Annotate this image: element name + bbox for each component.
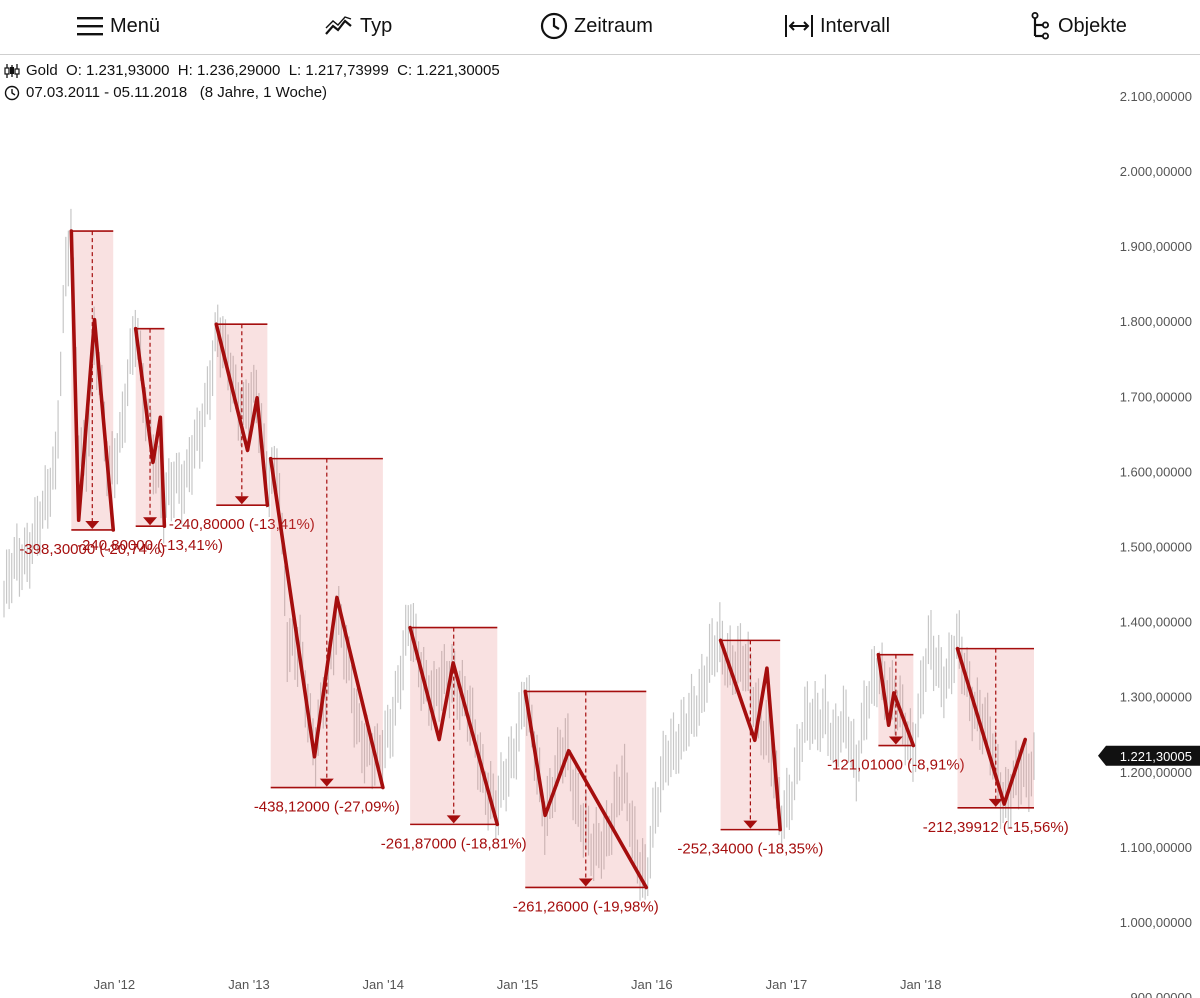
interval-button[interactable]: Intervall [784,0,890,52]
drawdown-annotation: -438,12000 (-27,09%) [254,456,400,816]
drawdown-path [718,638,782,832]
x-tick-label: Jan '18 [900,977,942,992]
drawdown-path [214,322,270,507]
menu-label: Menü [110,14,161,37]
y-tick-label: 1.100,00000 [1120,840,1192,855]
drawdown-label: -438,12000 (-27,09%) [254,799,400,816]
drawdown-annotation: -240,80000 (-13,41%) [169,322,315,533]
drawdown-annotation: -261,26000 (-19,98%) [513,689,659,915]
drawdown-label: -261,87000 (-18,81%) [381,835,527,852]
objects-tree-icon [1031,12,1049,40]
drawdown-label: -240,80000 (-13,41%) [77,537,223,554]
type-label: Typ [360,14,393,37]
x-tick-label: Jan '13 [228,977,270,992]
x-tick-label: Jan '15 [497,977,539,992]
y-tick-label: 900,00000 [1131,990,1192,998]
drawdown-annotation: -240,80000 (-13,41%) [77,326,223,554]
price-chart[interactable]: 2.100,00000 2.000,00000 1.900,00000 1.800,0… [0,55,1200,998]
range-button[interactable]: Zeitraum [540,0,653,52]
drawdown-annotation: -121,01000 (-8,91%) [827,652,965,774]
y-tick-label: 1.900,00000 [1120,239,1192,254]
last-price-background [1098,745,1200,766]
x-tick-label: Jan '12 [94,977,136,992]
drawdown-label: -212,39912 (-15,56%) [923,819,1069,836]
x-tick-label: Jan '17 [766,977,808,992]
drawdown-path [133,326,167,529]
drawdown-arrow [578,878,593,887]
drawdown-path [876,652,916,748]
drawdown-arrow [988,798,1003,807]
y-tick-label: 1.200,00000 [1120,765,1192,780]
drawdown-path [955,646,1027,806]
interval-arrows-icon [785,15,813,37]
drawdown-arrow [85,520,100,529]
y-tick-label: 1.800,00000 [1120,314,1192,329]
y-tick-label: 1.600,00000 [1120,464,1192,479]
objects-button[interactable]: Objekte [1030,0,1127,52]
line-chart-icon [325,16,352,35]
menu-button[interactable]: Menü [76,0,160,52]
drawdown-label: -398,30000 (-20,74%) [19,541,165,558]
y-tick-label: 2.100,00000 [1120,89,1192,104]
drawdown-annotation: -252,34000 (-18,35%) [677,638,823,858]
candlestick-icon [4,63,20,78]
drawdown-arrow [743,820,758,829]
drawdown-label: -252,34000 (-18,35%) [677,841,823,858]
y-tick-label: 1.300,00000 [1120,690,1192,705]
drawdown-path [523,689,649,890]
instrument-name: Gold [26,62,58,79]
drawdown-annotation: -261,87000 (-18,81%) [381,625,527,852]
drawdown-arrow [143,517,158,526]
objects-label: Objekte [1058,14,1127,37]
drawdown-arrow [234,496,249,505]
drawdown-annotation: -212,39912 (-15,56%) [923,646,1069,836]
y-tick-label: 1.400,00000 [1120,615,1192,630]
drawdown-annotation: -398,30000 (-20,74%) [19,229,165,558]
drawdown-arrow [888,736,903,745]
y-tick-label: 1.000,00000 [1120,915,1192,930]
drawdown-path [268,456,385,790]
x-tick-label: Jan '14 [363,977,405,992]
interval-label: Intervall [820,14,891,37]
type-button[interactable]: Typ [324,0,392,52]
drawdown-arrow [319,778,334,787]
instrument-line: Gold O: 1.231,93000 H: 1.236,29000 L: 1.… [4,62,500,79]
y-tick-label: 1.700,00000 [1120,389,1192,404]
y-tick-label: 2.000,00000 [1120,164,1192,179]
drawdown-label: -261,26000 (-19,98%) [513,898,659,915]
last-price-label: 1.221,30005 [1120,749,1192,764]
ohlc-values: O: 1.231,93000 H: 1.236,29000 L: 1.217,7… [66,62,500,79]
range-line: 07.03.2011 - 05.11.2018 (8 Jahre, 1 Woch… [4,84,327,101]
range-label: Zeitraum [574,14,653,37]
y-tick-label: 1.500,00000 [1120,540,1192,555]
last-price-tag: 1.221,30005 [1098,745,1200,766]
clock-icon [540,12,568,40]
toolbar: Menü Typ Zeitraum Intervall [0,0,1200,55]
drawdown-arrow [446,815,461,824]
x-tick-label: Jan '16 [631,977,673,992]
drawdown-path [408,625,500,827]
hamburger-icon [77,17,103,36]
date-range: 07.03.2011 - 05.11.2018 (8 Jahre, 1 Woch… [26,84,328,101]
clock-small-icon [4,85,20,100]
drawdown-path [69,229,116,532]
drawdown-label: -121,01000 (-8,91%) [827,757,965,774]
